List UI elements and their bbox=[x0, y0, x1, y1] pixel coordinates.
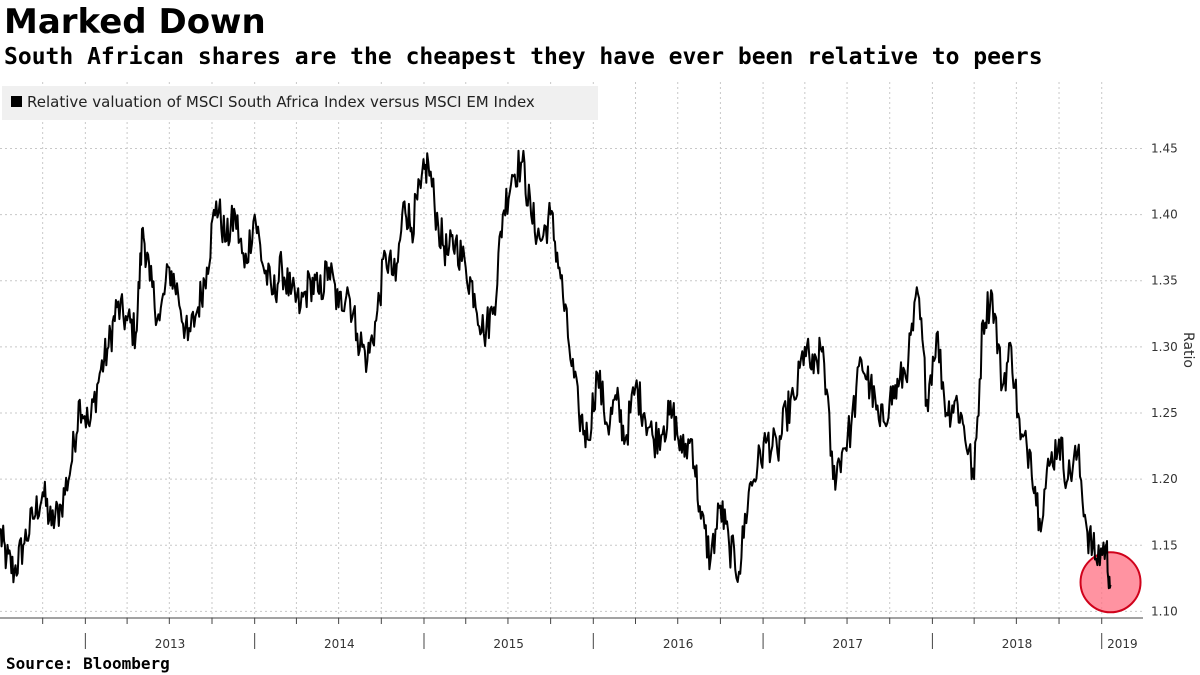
x-tick-label: 2014 bbox=[324, 637, 355, 651]
chart-subtitle: South African shares are the cheapest th… bbox=[4, 44, 1043, 70]
x-tick-label: 2019 bbox=[1107, 637, 1138, 651]
y-tick-label: 1.15 bbox=[1151, 538, 1178, 552]
legend-background bbox=[2, 86, 598, 120]
source-note: Source: Bloomberg bbox=[6, 654, 170, 673]
chart-title: Marked Down bbox=[4, 2, 266, 42]
y-axis-label: Ratio bbox=[1180, 332, 1196, 368]
y-tick-label: 1.45 bbox=[1151, 141, 1178, 155]
y-tick-label: 1.10 bbox=[1151, 604, 1178, 618]
legend: Relative valuation of MSCI South Africa … bbox=[2, 86, 598, 120]
series-line bbox=[0, 149, 1112, 590]
y-tick-label: 1.40 bbox=[1151, 208, 1178, 222]
legend-swatch bbox=[11, 96, 22, 107]
legend-label: Relative valuation of MSCI South Africa … bbox=[27, 93, 535, 111]
y-tick-label: 1.30 bbox=[1151, 340, 1178, 354]
x-tick-label: 2015 bbox=[493, 637, 524, 651]
x-tick-label: 2016 bbox=[663, 637, 694, 651]
y-tick-label: 1.25 bbox=[1151, 406, 1178, 420]
axis-layer: 1.10 1.15 1.20 1.25 1.30 1.35 1.40 1.45 2013 2014… bbox=[0, 141, 1178, 651]
y-tick-label: 1.20 bbox=[1151, 472, 1178, 486]
x-tick-label: 2013 bbox=[155, 637, 186, 651]
x-tick-label: 2018 bbox=[1002, 637, 1033, 651]
series-layer bbox=[0, 149, 1112, 590]
grid-layer bbox=[0, 82, 1143, 618]
y-tick-label: 1.35 bbox=[1151, 274, 1178, 288]
x-tick-label: 2017 bbox=[832, 637, 863, 651]
